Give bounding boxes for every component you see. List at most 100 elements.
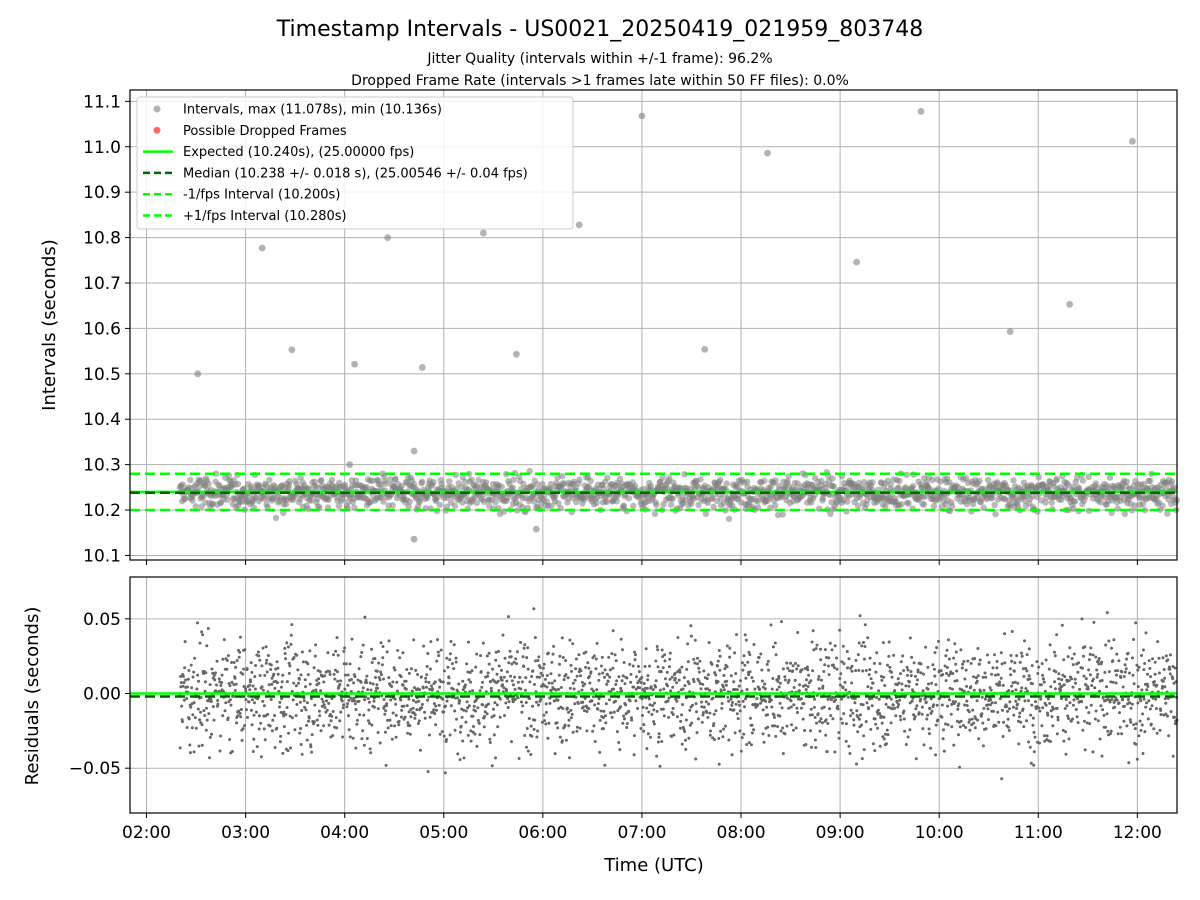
residual-point (481, 680, 484, 684)
interval-point (754, 504, 762, 511)
interval-point (510, 476, 517, 483)
interval-point (887, 481, 894, 488)
residual-point (402, 704, 406, 708)
residual-point (497, 689, 501, 693)
residual-point (869, 727, 873, 731)
residual-point (1003, 632, 1007, 636)
residual-point (629, 680, 633, 684)
residual-point (670, 734, 674, 738)
residual-point (990, 672, 994, 676)
residual-point (764, 699, 767, 703)
residual-point (376, 707, 380, 711)
residual-point (623, 682, 627, 686)
residual-point (856, 653, 860, 657)
residual-point (368, 681, 372, 685)
residual-point (1071, 663, 1075, 667)
residual-point (995, 659, 999, 663)
residual-point (366, 688, 370, 692)
residual-point (1055, 633, 1059, 637)
residual-point (597, 697, 601, 701)
interval-point (548, 502, 555, 509)
residual-point (972, 675, 976, 679)
interval-point (1121, 510, 1129, 518)
residual-point (1023, 639, 1026, 643)
x-axis-label: Time (UTC) (603, 855, 704, 876)
residual-point (255, 745, 259, 749)
residual-point (247, 694, 251, 698)
residual-point (741, 699, 745, 703)
residual-point (398, 656, 402, 660)
residual-point (300, 709, 304, 712)
residual-point (642, 723, 646, 727)
residual-point (361, 643, 365, 647)
interval-point (318, 477, 325, 484)
residual-point (387, 676, 391, 680)
residual-point (888, 665, 892, 669)
residual-point (830, 698, 833, 702)
residual-point (723, 667, 727, 671)
residual-point (894, 714, 898, 718)
interval-point (920, 501, 928, 508)
residual-point (1022, 674, 1026, 678)
residual-point (397, 719, 401, 723)
residual-point (273, 686, 277, 690)
residual-point (252, 737, 256, 741)
residual-point (268, 724, 272, 728)
residual-point (361, 729, 365, 733)
residual-point (1055, 706, 1059, 710)
residual-point (580, 688, 584, 692)
residual-point (967, 710, 971, 714)
residual-point (1161, 685, 1164, 688)
residual-point (847, 744, 851, 748)
residual-point (675, 715, 679, 719)
residual-point (292, 656, 296, 659)
residual-point (973, 657, 977, 660)
residual-point (832, 666, 836, 670)
residual-point (1088, 673, 1092, 677)
residual-point (193, 716, 197, 720)
residual-point (289, 746, 292, 750)
residual-point (700, 720, 704, 724)
residual-point (982, 706, 986, 710)
residual-point (684, 747, 688, 751)
interval-point (1164, 510, 1171, 517)
top-y-ticks: 10.110.210.310.410.510.610.710.810.911.0… (83, 92, 130, 566)
residual-point (695, 731, 699, 735)
residual-point (852, 718, 856, 722)
residual-point (747, 650, 751, 654)
residual-point (579, 674, 582, 678)
interval-point (695, 501, 702, 509)
residual-point (1090, 684, 1094, 687)
residual-point (251, 750, 255, 753)
residual-point (1099, 704, 1103, 708)
residual-point (634, 653, 637, 657)
residual-point (1060, 684, 1064, 688)
residual-point (930, 709, 934, 713)
residual-point (310, 733, 314, 737)
residual-point (595, 641, 599, 645)
residual-point (428, 687, 432, 691)
residual-point (1155, 683, 1159, 687)
residual-point (580, 680, 584, 684)
residual-point (729, 697, 733, 701)
residual-point (553, 752, 557, 756)
residual-point (298, 700, 302, 704)
residual-point (365, 737, 369, 740)
residual-point (854, 658, 858, 662)
residual-point (1088, 652, 1092, 656)
residual-point (281, 751, 285, 755)
interval-point (224, 496, 231, 503)
residual-point (417, 699, 421, 703)
residual-point (678, 726, 682, 730)
interval-point (647, 482, 655, 490)
residual-point (691, 703, 694, 707)
residual-point (361, 686, 365, 690)
residual-point (657, 732, 661, 736)
residual-point (457, 682, 461, 686)
residual-point (465, 700, 469, 704)
residual-point (885, 728, 889, 732)
residual-point (500, 668, 503, 672)
residual-point (1009, 654, 1013, 657)
residual-point (303, 705, 307, 709)
residual-point (493, 701, 497, 705)
